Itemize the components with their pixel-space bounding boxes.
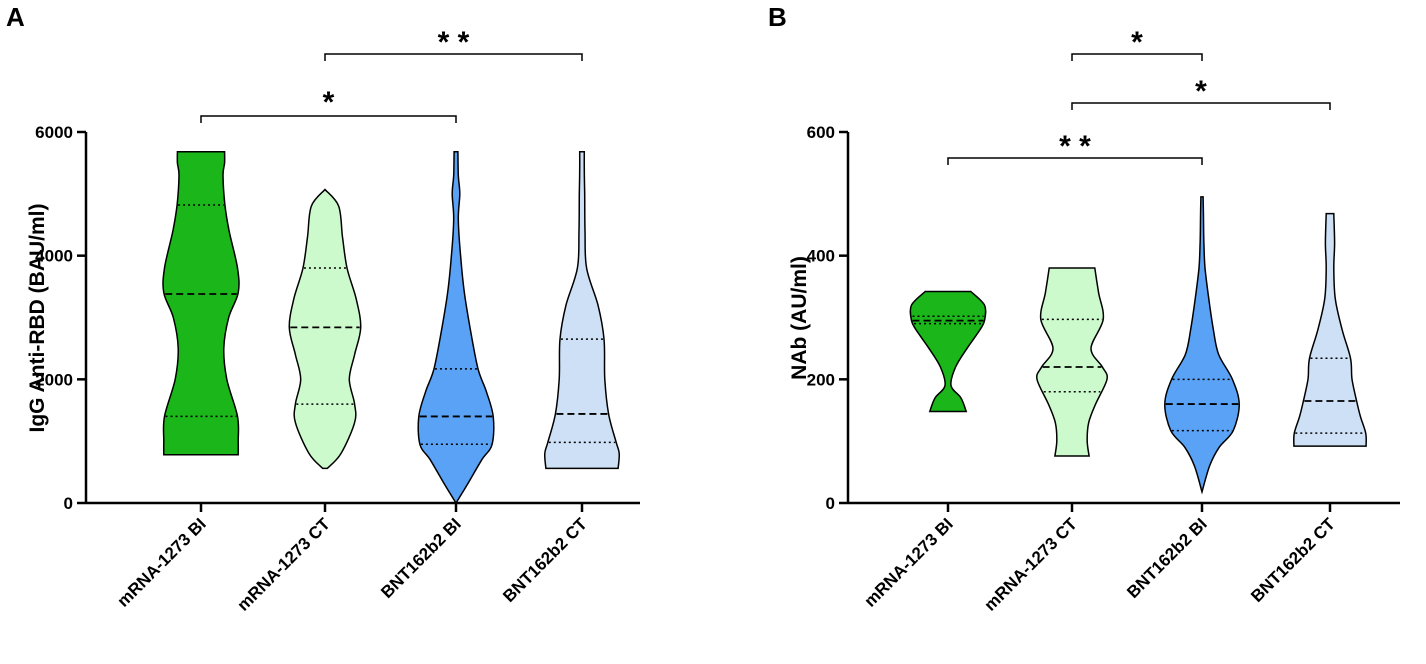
panel-a-y-tick-label: 0 <box>64 494 73 513</box>
panel-b-category-label: mRNA-1273 BI <box>861 514 957 610</box>
panel-letter-a: A <box>6 2 25 32</box>
panel-a-y-tick-label: 4000 <box>35 247 73 266</box>
panel-b-significance-bracket <box>947 157 1203 165</box>
panel-a-category-label: mRNA-1273 BI <box>114 514 210 610</box>
panel-b-violin-4 <box>1293 212 1367 447</box>
panel-b-significance-label: * <box>1195 75 1207 108</box>
panel-a-significance-bracket <box>200 115 457 123</box>
panel-b-violin-3 <box>1164 196 1240 495</box>
panel-a-y-axis-label: IgG Anti-RBD (BAU/ml) <box>26 203 49 432</box>
panel-b-category-label: mRNA-1273 CT <box>981 514 1082 615</box>
panel-a-significance-label: * * <box>438 26 470 59</box>
panel-b-y-tick-label: 0 <box>826 494 835 513</box>
panel-a-violin-3 <box>417 151 495 505</box>
panel-a-chart: 0 2000 4000 6000 mRNA-1273 BI mRNA-1273 CT BNT… <box>35 26 640 615</box>
panel-b-violin-2 <box>1036 267 1108 457</box>
panel-a-significance-label: * <box>323 86 335 119</box>
panel-a-category-label: BNT162b2 BI <box>377 514 465 602</box>
panel-a-violin-4 <box>543 151 621 470</box>
panel-b-y-tick-label: 400 <box>807 247 835 266</box>
panel-b-significance-bracket <box>1071 102 1331 110</box>
panel-b-y-axis-label: NAb (AU/ml) <box>788 256 811 380</box>
panel-a-y-tick-label: 2000 <box>35 370 73 389</box>
panel-a-category-label: mRNA-1273 CT <box>234 514 335 615</box>
panel-b-category-label: BNT162b2 BI <box>1123 514 1211 602</box>
panel-a-y-tick-label: 6000 <box>35 123 73 142</box>
panel-b-significance-label: * * <box>1059 130 1091 163</box>
panel-b-violin-1 <box>909 290 987 413</box>
panel-a-violin-1 <box>162 151 240 456</box>
panel-b-y-tick-label: 200 <box>807 370 835 389</box>
panel-a-significance-bracket <box>324 53 583 61</box>
panel-b-category-label: BNT162b2 CT <box>1247 514 1339 606</box>
panel-b-chart: 0 200 400 600 mRNA-1273 BI mRNA-1273 CT BNT162… <box>807 26 1400 615</box>
panel-a-category-label: BNT162b2 CT <box>499 514 591 606</box>
panel-b-y-tick-label: 600 <box>807 123 835 142</box>
panel-a-violin-2 <box>288 188 362 470</box>
panel-letter-b: B <box>768 2 787 32</box>
panel-b-significance-bracket <box>1071 53 1203 61</box>
panel-b-significance-label: * <box>1131 26 1143 59</box>
